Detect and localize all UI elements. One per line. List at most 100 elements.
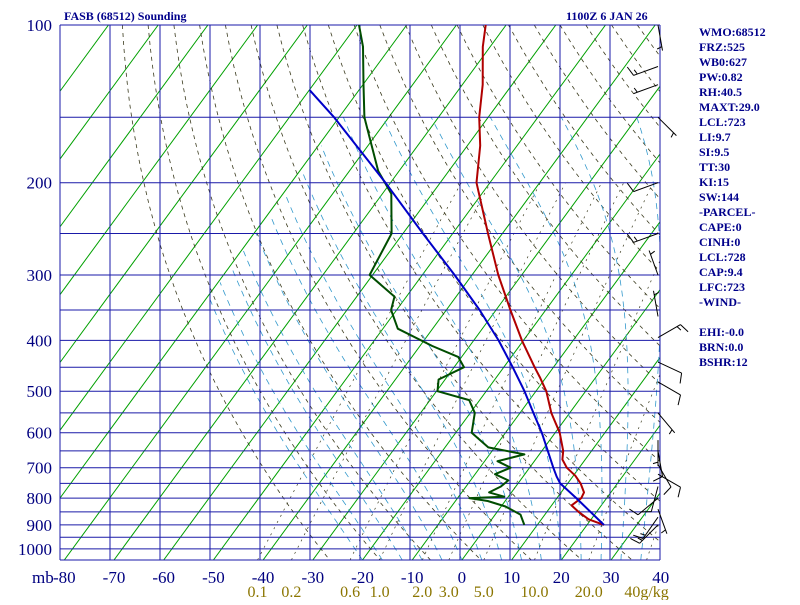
- wind-barb-flag: [678, 487, 680, 497]
- wind-barb: [627, 67, 658, 76]
- wind-barb: [649, 251, 658, 276]
- moist-adiabat-line: [343, 117, 541, 560]
- index-line: FRZ:525: [699, 40, 745, 54]
- mixing-ratio-label: 3.0: [439, 584, 459, 600]
- moist-adiabat-line: [637, 117, 661, 560]
- temperature-label: -50: [202, 568, 225, 587]
- index-line: WB0:627: [699, 55, 747, 69]
- index-line: WMO:68512: [699, 25, 766, 39]
- wind-barb-flag: [681, 325, 689, 332]
- index-line: RH:40.5: [699, 85, 742, 99]
- wind-barb-flag: [627, 234, 633, 242]
- temperature-label: 0: [458, 568, 467, 587]
- mixing-ratio-label: 0.2: [281, 584, 301, 600]
- mixing-ratio-label: 0.1: [248, 584, 268, 600]
- isotherm-line: [760, 25, 800, 560]
- wind-barb-shaft: [634, 85, 658, 94]
- dry-adiabat-line: [148, 25, 380, 560]
- index-line: SI:9.5: [699, 145, 729, 159]
- wind-barb-shaft: [658, 382, 681, 395]
- wind-barb: [658, 474, 681, 497]
- wind-barb-flag: [653, 477, 662, 482]
- background-lines: [0, 25, 800, 560]
- moist-adiabat-line: [209, 297, 363, 560]
- mixing-ratio-label: 20.0: [575, 584, 603, 600]
- wind-barb-half-flag: [653, 462, 658, 464]
- temperature-label: 10: [503, 568, 520, 587]
- mixing-ratio-label: 10.0: [521, 584, 549, 600]
- wind-barb: [658, 382, 681, 405]
- isotherm-line: [263, 25, 655, 560]
- index-line: MAXT:29.0: [699, 100, 760, 114]
- mixing-ratio-label: 1.0: [370, 584, 390, 600]
- pressure-unit-label: mb: [32, 568, 54, 587]
- temperature-label: -70: [103, 568, 126, 587]
- wind-barb-shaft: [658, 325, 681, 338]
- wind-barb: [658, 325, 688, 338]
- wind-barb: [658, 117, 676, 137]
- moist-adiabat-line: [302, 171, 502, 560]
- temperature-label: 30: [603, 568, 620, 587]
- index-line: BSHR:12: [699, 355, 748, 369]
- chart-title: FASB (68512) Sounding: [64, 9, 186, 23]
- index-line: SW:144: [699, 190, 739, 204]
- wind-barb: [633, 517, 658, 538]
- moist-adiabat-line: [490, 117, 602, 560]
- index-line: KI:15: [699, 175, 729, 189]
- wind-barb: [634, 85, 658, 94]
- wind-barb-flag: [680, 373, 682, 383]
- stability-indices: WMO:68512FRZ:525WB0:627PW:0.82RH:40.5MAX…: [699, 25, 766, 369]
- index-line: -PARCEL-: [699, 205, 755, 219]
- dry-adiabat-line: [586, 25, 800, 560]
- mixing-ratio-line: [258, 183, 462, 560]
- isotherm-line: [0, 25, 59, 560]
- wind-barb: [653, 440, 658, 466]
- wind-barb-half-flag: [671, 133, 674, 138]
- pressure-label: 100: [27, 16, 53, 35]
- isotherm-line: [0, 25, 109, 560]
- wind-barb-shaft: [634, 67, 658, 76]
- mixing-ratio-label: 0.6: [340, 584, 360, 600]
- temperature-label: -30: [301, 568, 324, 587]
- mixing-ratio-label: 5.0: [474, 584, 494, 600]
- isotherm-line: [561, 25, 800, 560]
- pressure-label: 400: [27, 331, 53, 350]
- wind-barb-flag: [664, 487, 671, 495]
- isotherm-line: [15, 25, 407, 560]
- mixing-ratio-label: 40g/kg: [624, 584, 668, 600]
- wind-barb: [658, 509, 667, 534]
- temperature-label: -60: [152, 568, 175, 587]
- wind-barb-flag: [678, 395, 680, 405]
- wind-barb-half-flag: [677, 327, 681, 331]
- index-line: CAP:9.4: [699, 265, 743, 279]
- index-line: LI:9.7: [699, 130, 731, 144]
- pressure-label: 700: [27, 459, 53, 478]
- chart-datetime: 1100Z 6 JAN 26: [566, 9, 648, 23]
- wind-barb-shaft: [658, 474, 681, 487]
- pressure-label: 500: [27, 382, 53, 401]
- index-line: CINH:0: [699, 235, 740, 249]
- wind-barb-half-flag: [634, 70, 637, 74]
- index-line: LCL:728: [699, 250, 746, 264]
- index-line: CAPE:0: [699, 220, 742, 234]
- wind-barb-half-flag: [634, 88, 637, 92]
- mixing-ratio-line: [291, 183, 490, 560]
- wind-barb: [627, 234, 658, 243]
- index-line: PW:0.82: [699, 70, 743, 84]
- dry-adiabat-line: [225, 25, 531, 560]
- dry-adiabat-line: [174, 25, 431, 560]
- moist-adiabat-line: [661, 117, 703, 560]
- index-line: LFC:723: [699, 280, 745, 294]
- wind-barb-half-flag: [661, 530, 665, 533]
- index-line: BRN:0.0: [699, 340, 743, 354]
- wind-barb-half-flag: [640, 534, 645, 536]
- isotherm-line: [0, 25, 357, 560]
- wind-barb-flag: [627, 183, 633, 191]
- pressure-label: 200: [27, 174, 53, 193]
- wind-barb-half-flag: [669, 430, 672, 434]
- pressure-label: 800: [27, 489, 53, 508]
- mixing-ratio-label: 2.0: [412, 584, 432, 600]
- temperature-label: 20: [553, 568, 570, 587]
- wind-barb: [627, 183, 658, 192]
